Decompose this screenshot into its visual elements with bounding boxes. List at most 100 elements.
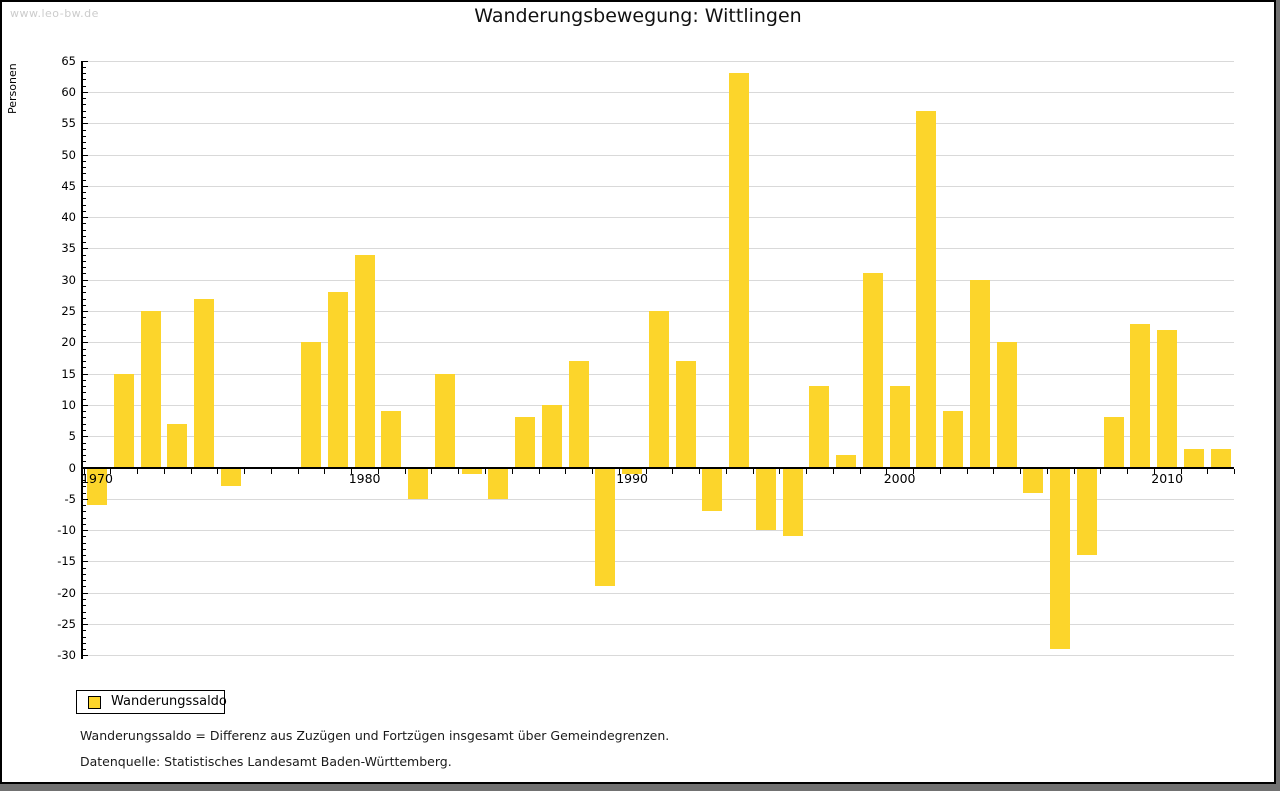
y-tick-label: 0	[68, 460, 76, 475]
y-minor-tick	[83, 204, 86, 206]
y-tick-label: 65	[61, 53, 76, 68]
y-minor-tick	[83, 173, 86, 175]
bar-1991	[648, 311, 669, 468]
gridline	[83, 624, 1234, 625]
y-minor-tick	[83, 417, 86, 419]
y-minor-tick	[83, 523, 86, 525]
y-major-tick	[83, 248, 88, 250]
y-minor-tick	[83, 392, 86, 394]
y-major-tick	[83, 404, 88, 406]
y-minor-tick	[83, 555, 86, 557]
y-tick-label: 15	[61, 366, 76, 381]
y-minor-tick	[83, 298, 86, 300]
bar-1994	[729, 73, 750, 468]
y-minor-tick	[83, 116, 86, 118]
x-tick	[324, 468, 326, 474]
y-minor-tick	[83, 536, 86, 538]
bar-2004	[996, 342, 1017, 468]
x-tick	[190, 468, 192, 474]
gridline	[83, 530, 1234, 532]
y-minor-tick	[83, 605, 86, 607]
y-minor-tick	[83, 292, 86, 294]
bar-1982	[408, 467, 429, 499]
x-tick	[431, 468, 433, 474]
y-minor-tick	[83, 398, 86, 400]
y-major-tick	[83, 123, 88, 125]
x-tick	[511, 468, 513, 474]
y-minor-tick	[83, 580, 86, 582]
y-minor-tick	[83, 104, 86, 106]
y-minor-tick	[83, 480, 86, 481]
y-minor-tick	[83, 142, 86, 143]
x-tick	[458, 468, 460, 474]
y-minor-tick	[83, 235, 86, 237]
y-tick-label: -20	[57, 585, 76, 600]
x-tick	[110, 468, 112, 474]
y-minor-tick	[83, 617, 86, 619]
y-major-tick	[83, 498, 88, 500]
x-tick	[297, 468, 299, 474]
y-tick-label: -10	[57, 523, 76, 538]
bar-1996	[782, 467, 803, 537]
y-minor-tick	[83, 167, 86, 168]
y-tick-label: -25	[57, 617, 76, 631]
y-minor-tick	[83, 442, 86, 444]
gridline	[83, 279, 1234, 281]
x-tick	[270, 468, 272, 474]
bar-2010	[1157, 329, 1178, 468]
plot-area: 65 60 55 50 45 40 35 30 25 20 15 10 5 0 -5 -10 -15 -20 -25…	[2, 2, 1274, 782]
x-tick	[618, 468, 620, 474]
x-tick	[913, 468, 914, 474]
x-tick	[752, 468, 754, 474]
y-minor-tick	[83, 411, 86, 413]
bar-1985	[488, 467, 509, 499]
bar-1980	[354, 254, 375, 468]
x-tick	[672, 468, 674, 474]
x-tick	[966, 468, 968, 474]
y-major-tick	[83, 373, 88, 375]
y-minor-tick	[83, 348, 86, 350]
y-minor-tick	[83, 254, 86, 256]
y-tick-label: 35	[61, 241, 76, 256]
y-minor-tick	[83, 260, 86, 262]
y-minor-tick	[83, 98, 86, 100]
y-tick-label: 25	[61, 304, 76, 318]
y-major-tick	[83, 342, 88, 344]
gridline	[83, 154, 1234, 156]
x-tick	[83, 468, 85, 474]
y-minor-tick	[83, 505, 86, 507]
y-major-tick	[83, 311, 88, 312]
bar-1989	[595, 467, 616, 587]
y-minor-tick	[83, 229, 86, 231]
y-major-tick	[83, 530, 88, 532]
x-tick-label-2010: 2010	[1151, 470, 1184, 486]
x-tick	[217, 468, 219, 474]
y-minor-tick	[83, 642, 86, 644]
bar-1986	[515, 417, 536, 468]
bar-2005	[1023, 467, 1044, 493]
y-axis-line	[81, 60, 83, 660]
gridline	[83, 248, 1234, 250]
x-tick	[1100, 468, 1102, 474]
chart-title: Wanderungsbewegung: Wittlingen	[474, 5, 802, 27]
y-minor-tick	[83, 573, 86, 575]
bar-1978	[301, 342, 321, 468]
bar-1997	[809, 386, 830, 468]
y-minor-tick	[83, 198, 86, 200]
footnote-definition: Wanderungssaldo = Differenz aus Zuzügen …	[80, 728, 670, 743]
x-tick	[1234, 468, 1236, 474]
y-major-tick	[83, 91, 88, 93]
y-tick-label: -5	[64, 491, 76, 506]
y-minor-tick	[83, 73, 86, 75]
legend: Wanderungssaldo	[76, 690, 227, 714]
x-tick	[137, 468, 139, 474]
y-tick-label: -15	[57, 554, 76, 569]
y-minor-tick	[83, 542, 86, 544]
bar-1987	[541, 404, 562, 468]
x-tick	[377, 468, 379, 474]
y-tick-label: 10	[61, 397, 76, 412]
gridline	[83, 592, 1234, 594]
y-major-tick	[83, 624, 88, 625]
y-minor-tick	[83, 423, 86, 425]
